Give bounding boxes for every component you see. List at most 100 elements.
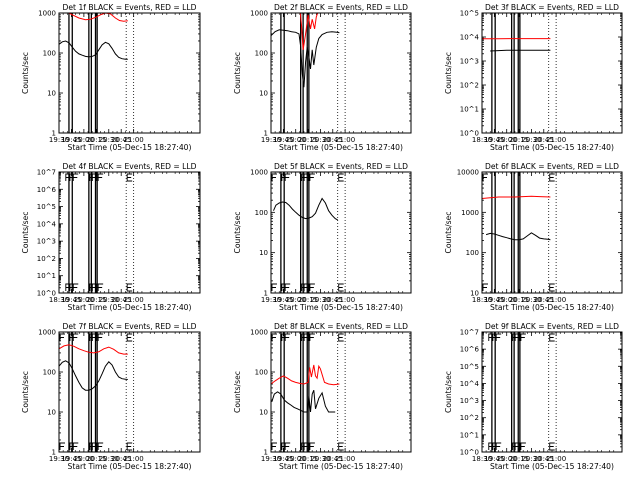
- x-tick-label: 21:00: [335, 136, 355, 144]
- x-tick-label: 19:45: [273, 136, 293, 144]
- x-tick-label: 18:30: [472, 455, 492, 463]
- x-tick-label: 20:00: [286, 455, 306, 463]
- x-tick-label: 20:30: [99, 455, 119, 463]
- x-tick-label: 20:30: [310, 455, 330, 463]
- y-tick-label: 10^1: [460, 106, 479, 114]
- panel-title: Det 3f BLACK = Events, RED = LLD: [485, 3, 619, 12]
- y-axis-label: Counts/sec: [233, 371, 242, 413]
- flag-marker: [65, 173, 71, 181]
- y-axis-label: Counts/sec: [21, 212, 30, 254]
- flag-marker: [59, 442, 65, 450]
- flag-marker: [520, 333, 526, 341]
- flag-marker: [303, 283, 310, 291]
- panel-5: Det 5f BLACK = Events, RED = LLD Start Ti…: [233, 162, 412, 312]
- x-tick-label: 19:30: [261, 455, 281, 463]
- x-tick-label: 19:45: [273, 296, 293, 304]
- y-axis-label: Counts/sec: [21, 371, 30, 413]
- x-tick-label: 20:45: [111, 455, 131, 463]
- flag-marker: [72, 333, 79, 341]
- x-axis-label: Start Time (05-Dec-15 18:27:40): [279, 143, 403, 152]
- y-tick-label: 10: [470, 290, 479, 298]
- x-tick-label: 21:00: [124, 296, 144, 304]
- x-axis-label: Start Time (05-Dec-15 18:27:40): [490, 143, 614, 152]
- x-tick-label: 19:45: [61, 136, 81, 144]
- flag-marker: [91, 442, 98, 450]
- x-tick-label: 19:30: [49, 455, 69, 463]
- x-axis-label: Start Time (05-Dec-15 18:27:40): [490, 462, 614, 471]
- y-axis-label: Counts/sec: [233, 212, 242, 254]
- flag-marker: [309, 333, 315, 341]
- x-axis-label: Start Time (05-Dec-15 18:27:40): [68, 303, 192, 312]
- flag-marker: [65, 283, 71, 291]
- flag-marker: [482, 283, 488, 291]
- panel-6: Det 6f BLACK = Events, RED = LLD Start Ti…: [444, 162, 623, 312]
- lld-series-line: [59, 13, 128, 22]
- flag-marker: [303, 333, 310, 341]
- x-tick-label: 19:30: [261, 296, 281, 304]
- flag-marker: [97, 283, 104, 291]
- lld-series-line: [482, 195, 551, 199]
- flag-marker: [338, 283, 344, 292]
- panel-8: Det 8f BLACK = Events, RED = LLD Start Ti…: [233, 322, 412, 471]
- flag-marker: [514, 333, 521, 341]
- flag-marker: [303, 442, 310, 450]
- y-tick-label: 1000: [250, 329, 268, 337]
- panel-2: Det 2f BLACK = Events, RED = LLD Start Ti…: [233, 3, 412, 152]
- x-tick-label: 18:30: [472, 296, 492, 304]
- x-tick-label: 20:45: [323, 455, 343, 463]
- flag-marker: [126, 283, 133, 292]
- flag-marker: [309, 173, 315, 181]
- x-tick-label: 20:00: [497, 455, 517, 463]
- x-tick-label: 19:45: [484, 455, 504, 463]
- panel-title: Det 7f BLACK = Events, RED = LLD: [63, 322, 197, 331]
- flag-marker: [126, 442, 133, 451]
- flag-marker: [514, 442, 521, 450]
- y-tick-label: 10^7: [460, 329, 479, 337]
- y-tick-label: 10: [259, 249, 268, 257]
- flag-marker: [482, 173, 488, 181]
- x-tick-label: 20:30: [99, 296, 119, 304]
- events-series-line: [490, 49, 551, 52]
- x-tick-label: 20:45: [111, 136, 131, 144]
- events-series-line: [271, 390, 336, 413]
- plot-frame: [481, 12, 623, 134]
- y-tick-label: 10^3: [460, 397, 479, 405]
- y-tick-label: 100: [255, 369, 268, 377]
- x-axis-label: Start Time (05-Dec-15 18:27:40): [279, 303, 403, 312]
- flag-marker: [303, 173, 310, 181]
- x-tick-label: 20:30: [521, 136, 541, 144]
- flag-marker: [91, 333, 98, 341]
- x-tick-label: 21:00: [124, 136, 144, 144]
- flag-marker: [520, 442, 526, 450]
- events-series-line: [271, 29, 340, 88]
- x-tick-label: 18:30: [49, 296, 69, 304]
- flag-marker: [549, 283, 555, 292]
- plot-frame: [270, 331, 412, 453]
- x-tick-label: 21:00: [335, 296, 355, 304]
- x-tick-label: 20:15: [86, 136, 106, 144]
- flag-marker: [284, 283, 291, 291]
- y-tick-label: 10^5: [460, 10, 479, 18]
- panel-4: Det 4f BLACK = Events, RED = LLD Start Ti…: [21, 162, 201, 312]
- x-tick-label: 20:45: [534, 296, 554, 304]
- x-axis-label: Start Time (05-Dec-15 18:27:40): [279, 462, 403, 471]
- y-tick-label: 10^2: [460, 414, 479, 422]
- y-axis-label: Counts/sec: [444, 212, 453, 254]
- y-tick-label: 1000: [250, 10, 268, 18]
- plot-frame: [270, 12, 412, 134]
- plot-frame: [58, 331, 201, 453]
- y-axis-label: Counts/sec: [444, 371, 453, 413]
- y-tick-label: 1000: [461, 209, 479, 217]
- y-tick-label: 10000: [457, 169, 479, 177]
- x-tick-label: 20:30: [310, 136, 330, 144]
- events-series-line: [59, 360, 128, 391]
- y-tick-label: 10: [259, 409, 268, 417]
- lld-series-line: [299, 13, 319, 50]
- panel-title: Det 2f BLACK = Events, RED = LLD: [274, 3, 408, 12]
- flag-marker: [309, 283, 315, 291]
- flag-marker: [549, 442, 555, 451]
- y-tick-label: 10: [47, 90, 56, 98]
- flag-marker: [271, 173, 277, 181]
- y-tick-label: 10^4: [460, 380, 480, 388]
- events-series-line: [485, 232, 551, 241]
